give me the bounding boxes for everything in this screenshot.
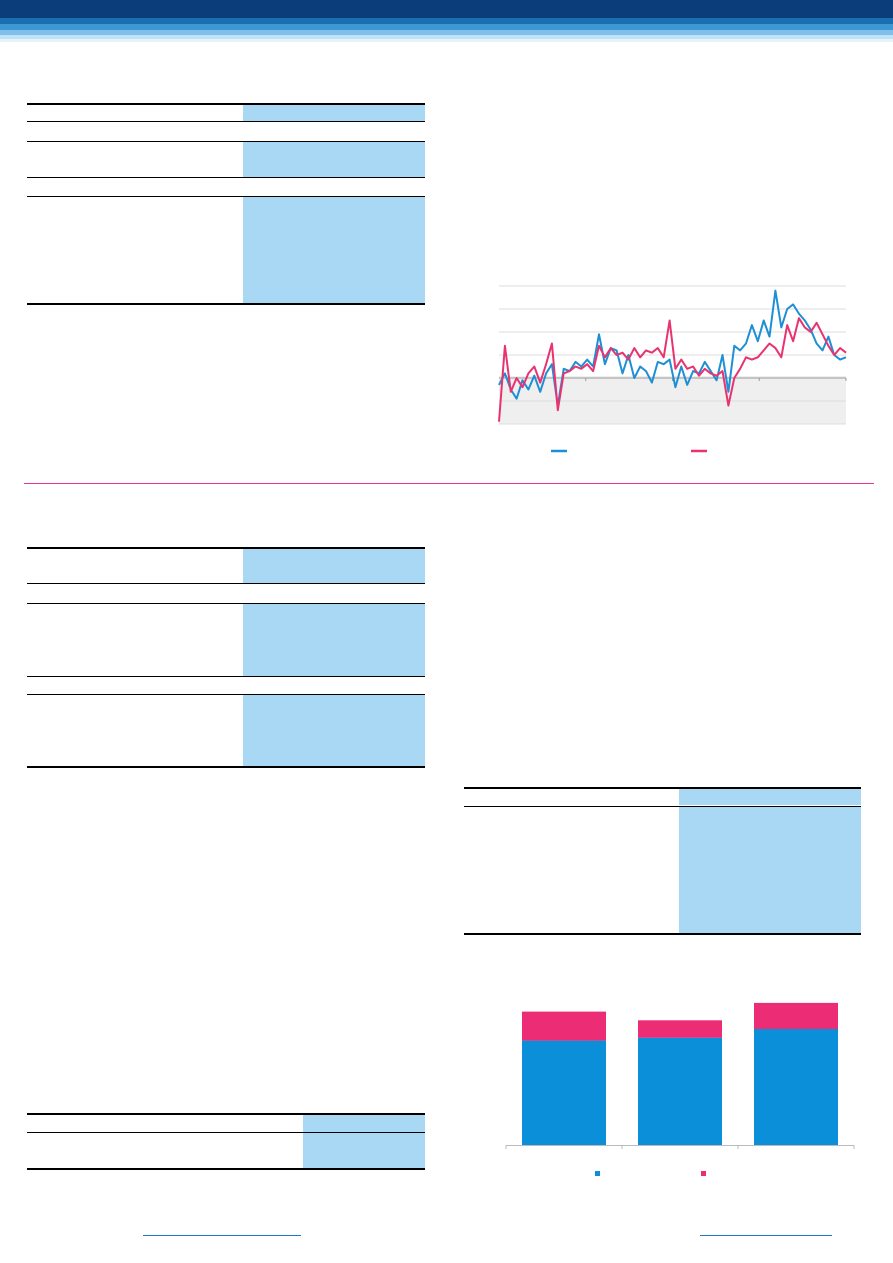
table-2-highlight-col-a: [243, 548, 425, 583]
stacked-bar-chart: [505, 1002, 855, 1176]
bar-segment-blue: [754, 1029, 838, 1145]
table-2-rule: [27, 676, 425, 677]
series-lines: [498, 289, 847, 422]
table-3-highlight-col-b: [679, 807, 861, 933]
table-1-rule-bottom: [27, 303, 425, 305]
footer-link-left[interactable]: [143, 1235, 301, 1236]
table-1-rule: [27, 141, 425, 142]
table-2-rule-bottom: [27, 766, 425, 768]
table-4-rule: [27, 1132, 425, 1133]
bar-segment-pink: [754, 1002, 838, 1029]
table-3-rule-top: [464, 787, 861, 789]
legend: [595, 1171, 706, 1176]
header-bar: [0, 0, 893, 18]
table-1-highlight-col-a: [243, 104, 425, 121]
x-axis-ticks: [505, 1145, 855, 1149]
table-1-highlight-col-b: [243, 142, 425, 177]
series-line-pink: [498, 317, 847, 422]
legend-swatch-blue: [595, 1171, 600, 1176]
bars: [522, 1002, 838, 1145]
table-3-rule-bottom: [464, 933, 861, 935]
negative-region-shade: [499, 376, 846, 424]
table-3-highlight-col-a: [679, 788, 861, 805]
table-4-highlight-col-a: [303, 1114, 425, 1132]
table-1-highlight-col-c: [243, 197, 425, 303]
footer-link-right[interactable]: [700, 1235, 832, 1236]
bar-segment-pink: [638, 1020, 722, 1038]
table-4-rule-top: [27, 1113, 425, 1115]
header-stripe-4: [0, 35, 893, 39]
table-1-rule: [27, 121, 425, 122]
header-stripe-3: [0, 30, 893, 35]
table-2-rule-top: [27, 547, 425, 549]
table-1-rule: [27, 196, 425, 197]
legend-swatch-pink: [701, 1171, 706, 1176]
line-chart: [498, 285, 847, 453]
bar-segment-blue: [522, 1040, 606, 1145]
bar-segment-blue: [638, 1037, 722, 1145]
section-divider: [24, 483, 874, 484]
table-4-highlight-col-b: [303, 1133, 425, 1168]
header-stripe-5: [0, 39, 893, 42]
table-3-rule: [464, 806, 861, 807]
table-2-rule: [27, 583, 425, 584]
header-stripe-2: [0, 24, 893, 30]
table-2-highlight-col-b: [243, 604, 425, 676]
table-1-rule: [27, 177, 425, 178]
table-2-rule: [27, 694, 425, 695]
header-stripe-1: [0, 18, 893, 24]
table-2-rule: [27, 603, 425, 604]
table-2-highlight-col-c: [243, 695, 425, 766]
table-1-rule-top: [27, 103, 425, 105]
table-4-rule-bottom: [27, 1168, 425, 1170]
bar-segment-pink: [522, 1011, 606, 1041]
